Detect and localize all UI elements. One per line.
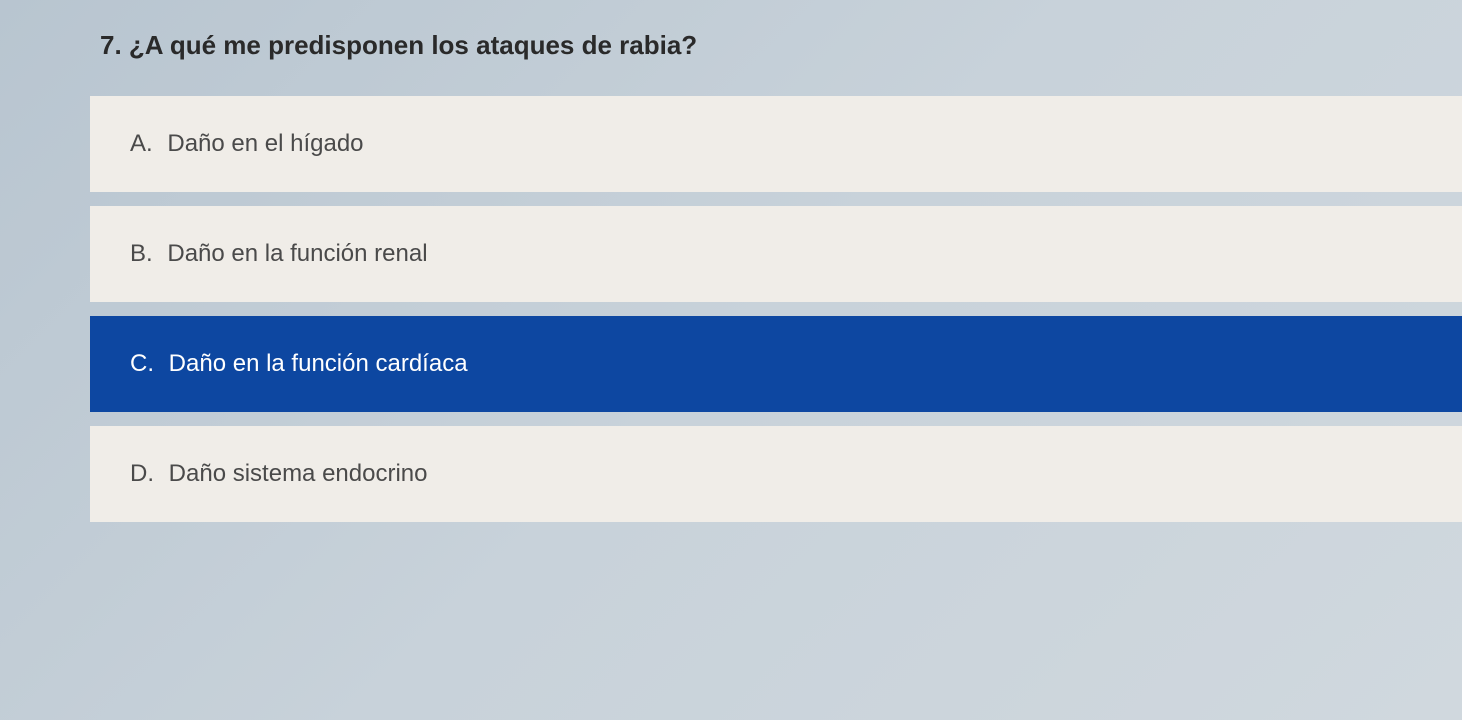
option-a[interactable]: A. Daño en el hígado [90, 96, 1462, 192]
option-letter: D. [130, 460, 154, 487]
option-text: Daño en la función renal [167, 240, 427, 267]
question-number: 7. [100, 30, 122, 60]
question-text: ¿A qué me predisponen los ataques de rab… [129, 30, 697, 60]
option-b[interactable]: B. Daño en la función renal [90, 206, 1462, 302]
option-d[interactable]: D. Daño sistema endocrino [90, 426, 1462, 522]
option-c[interactable]: C. Daño en la función cardíaca [90, 316, 1462, 412]
question-title: 7. ¿A qué me predisponen los ataques de … [90, 30, 1462, 61]
option-letter: B. [130, 240, 153, 267]
option-text: Daño en el hígado [167, 130, 363, 157]
option-letter: A. [130, 130, 153, 157]
option-text: Daño sistema endocrino [169, 460, 428, 487]
options-container: A. Daño en el hígado B. Daño en la funci… [90, 96, 1462, 522]
option-text: Daño en la función cardíaca [169, 350, 468, 377]
option-letter: C. [130, 350, 154, 377]
